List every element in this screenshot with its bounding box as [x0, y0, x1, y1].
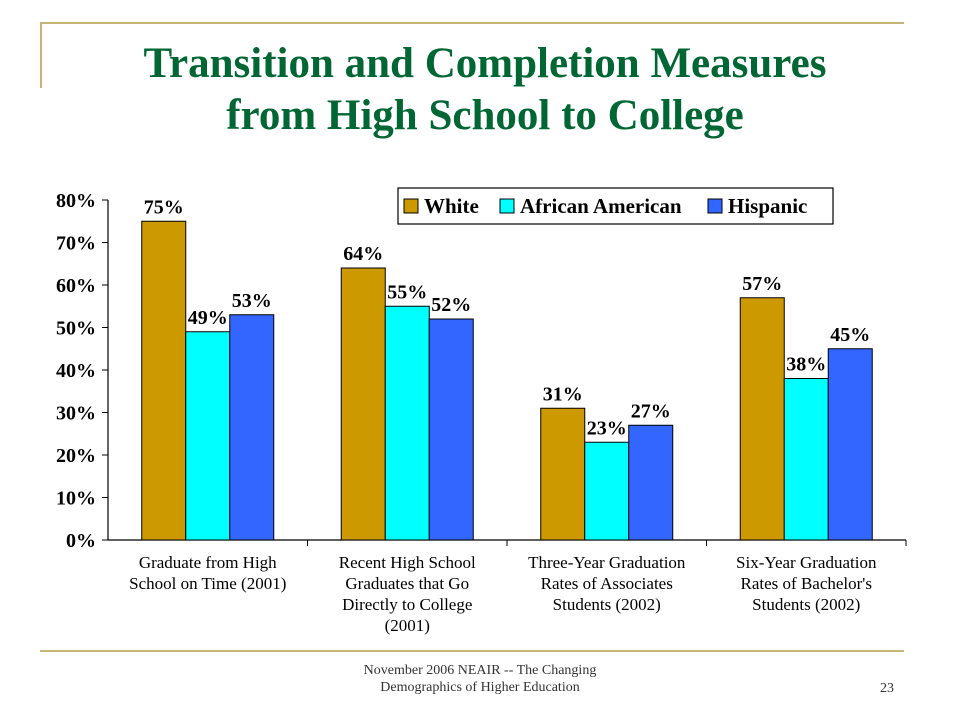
- bar-hispanic: [628, 424, 674, 541]
- data-label: 49%: [188, 307, 228, 329]
- x-category-label: (2001): [385, 616, 430, 635]
- legend-swatch: [499, 198, 515, 214]
- bar-white: [141, 220, 187, 541]
- page-number: 23: [880, 681, 894, 696]
- bar-hispanic: [428, 318, 474, 541]
- slide-title: Transition and Completion Measures from …: [60, 38, 910, 142]
- x-category-label: School on Time (2001): [129, 574, 286, 593]
- x-category-label: Three-Year Graduation: [528, 553, 686, 572]
- footer-line-2: Demographics of Higher Education: [380, 680, 580, 695]
- legend-label: African American: [520, 194, 682, 218]
- bar-white: [739, 297, 785, 541]
- y-tick-label: 30%: [56, 403, 96, 425]
- x-category-label: Directly to College: [342, 595, 472, 614]
- data-label: 64%: [343, 243, 383, 265]
- legend-swatch: [403, 198, 419, 214]
- x-category-label: Graduate from High: [139, 553, 277, 572]
- data-label: 31%: [543, 383, 583, 405]
- data-label: 53%: [232, 290, 272, 312]
- data-label: 23%: [587, 417, 627, 439]
- legend-box: [397, 187, 834, 225]
- bar-african-american: [783, 378, 829, 541]
- data-label: 57%: [742, 273, 782, 295]
- bar-african-american: [584, 441, 630, 541]
- x-category-label: Rates of Associates: [541, 574, 673, 593]
- y-tick-label: 50%: [56, 318, 96, 340]
- x-category-label: Recent High School: [339, 553, 476, 572]
- x-category-label: Students (2002): [752, 595, 860, 614]
- bottom-rule: [40, 650, 904, 652]
- bar-african-american: [384, 305, 430, 541]
- left-rule: [40, 22, 42, 88]
- data-label: 55%: [387, 281, 427, 303]
- x-category-label: Rates of Bachelor's: [741, 574, 872, 593]
- y-tick-label: 10%: [56, 488, 96, 510]
- slide-title-line-1: Transition and Completion Measures: [143, 40, 827, 87]
- y-tick-label: 40%: [56, 360, 96, 382]
- bar-white: [540, 407, 586, 541]
- x-category-label: Students (2002): [553, 595, 661, 614]
- legend-label: White: [424, 194, 479, 218]
- slide-title-line-2: from High School to College: [226, 92, 744, 139]
- data-label: 27%: [631, 400, 671, 422]
- y-tick-label: 70%: [56, 233, 96, 255]
- bar-hispanic: [827, 348, 873, 541]
- y-tick-label: 60%: [56, 275, 96, 297]
- bar-african-american: [185, 331, 231, 541]
- y-tick-label: 20%: [56, 445, 96, 467]
- data-label: 45%: [830, 324, 870, 346]
- top-rule: [40, 22, 904, 24]
- footer: November 2006 NEAIR -- The Changing Demo…: [280, 662, 680, 696]
- x-category-label: Graduates that Go: [345, 574, 469, 593]
- y-tick-label: 0%: [66, 530, 96, 552]
- legend-label: Hispanic: [728, 194, 807, 218]
- x-category-label: Six-Year Graduation: [736, 553, 877, 572]
- y-tick-label: 80%: [56, 190, 96, 212]
- data-label: 75%: [144, 196, 184, 218]
- data-label: 38%: [786, 354, 826, 376]
- bar-white: [340, 267, 386, 541]
- footer-line-1: November 2006 NEAIR -- The Changing: [363, 663, 597, 678]
- legend-swatch: [707, 198, 723, 214]
- bar-hispanic: [229, 314, 275, 541]
- data-label: 52%: [431, 294, 471, 316]
